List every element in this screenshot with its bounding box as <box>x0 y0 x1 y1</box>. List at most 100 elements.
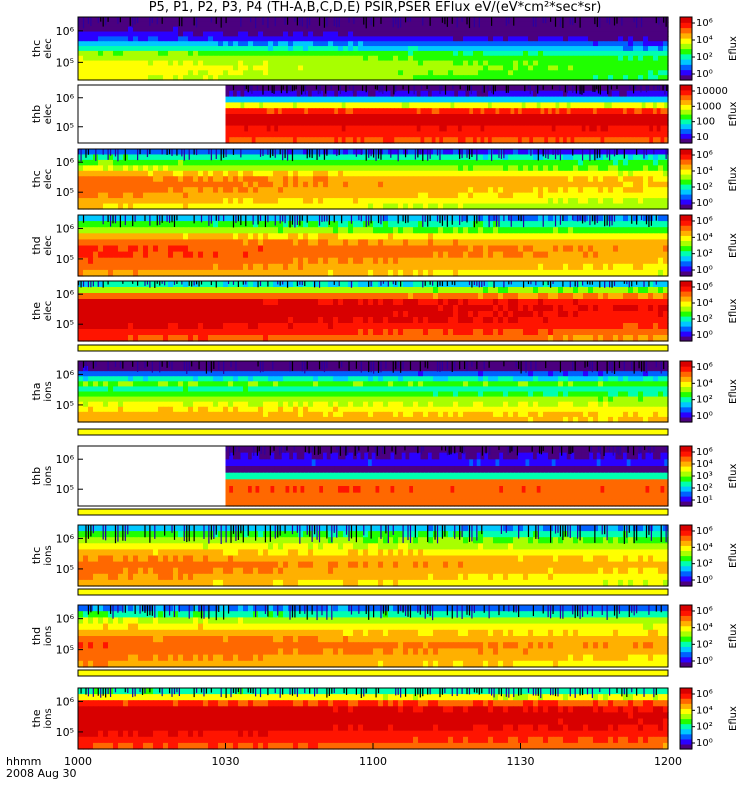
spectrogram-cell <box>658 65 664 71</box>
noise-stripe <box>468 17 471 29</box>
spectrogram-cell <box>583 239 589 247</box>
spectrogram-cell <box>178 165 184 172</box>
spectrogram-cell <box>373 227 379 234</box>
spectrogram-cell <box>345 90 350 98</box>
spectrogram-cell <box>611 85 617 92</box>
spectrogram-cell <box>559 119 564 127</box>
noise-stripe <box>579 17 581 28</box>
spectrogram-cell <box>203 26 209 33</box>
spectrogram-cell <box>418 55 424 62</box>
spectrogram-cell <box>88 154 94 161</box>
spectrogram-cell <box>363 36 369 42</box>
spectrogram-cell <box>663 198 669 205</box>
spectrogram-cell <box>634 108 639 115</box>
spectrogram-cell <box>113 50 119 57</box>
spectrogram-cell <box>626 96 632 103</box>
spectrogram-cell <box>538 239 544 247</box>
spectrogram-cell <box>645 131 650 138</box>
spectrogram-cell <box>558 41 564 47</box>
spectrogram-cell <box>113 187 119 194</box>
spectrogram-cell <box>238 26 244 33</box>
spectrogram-cell <box>488 170 494 177</box>
spectrogram-cell <box>403 181 409 188</box>
spectrogram-cell <box>416 119 422 127</box>
spectrogram-cell <box>544 125 549 132</box>
spectrogram-cell <box>398 65 404 71</box>
spectrogram-cell <box>388 21 394 28</box>
noise-stripe <box>353 17 355 24</box>
spectrogram-cell <box>258 239 264 247</box>
spectrogram-cell <box>188 36 194 42</box>
spectrogram-cell <box>198 221 204 228</box>
spectrogram-cell <box>228 233 234 240</box>
spectrogram-cell <box>413 187 419 194</box>
spectrogram-cell <box>98 165 104 172</box>
spectrogram-cell <box>583 65 589 71</box>
spectrogram-cell <box>523 70 529 76</box>
spectrogram-cell <box>619 102 624 109</box>
spectrogram-cell <box>283 203 289 210</box>
spectrogram-cell <box>581 90 587 98</box>
spectrogram-cell <box>288 165 294 172</box>
spectrogram-cell <box>266 137 272 144</box>
spectrogram-cell <box>148 21 154 28</box>
spectrogram-cell <box>480 108 485 115</box>
spectrogram-cell <box>433 149 439 156</box>
spectrogram-cell <box>393 149 399 156</box>
spectrogram-cell <box>508 46 514 52</box>
spectrogram-cell <box>573 75 579 81</box>
spectrogram-cell <box>533 102 538 109</box>
spectrogram-cell <box>368 165 374 172</box>
noise-stripe <box>524 85 526 92</box>
spectrogram-cell <box>523 75 529 81</box>
spectrogram-cell <box>103 176 109 183</box>
spectrogram-cell <box>118 75 124 81</box>
spectrogram-cell <box>263 75 269 81</box>
spectrogram-cell <box>603 70 609 76</box>
spectrogram-cell <box>633 36 639 42</box>
spectrogram-cell <box>278 75 284 81</box>
spectrogram-cell <box>645 96 650 103</box>
spectrogram-cell <box>648 17 654 23</box>
spectrogram-cell <box>458 176 464 183</box>
spectrogram-cell <box>343 221 349 228</box>
spectrogram-cell <box>243 159 249 166</box>
spectrogram-cell <box>258 55 264 62</box>
spectrogram-cell <box>293 198 299 205</box>
spectrogram-cell <box>478 26 484 33</box>
spectrogram-cell <box>281 90 287 98</box>
spectrogram-cell <box>568 203 574 210</box>
spectrogram-cell <box>458 108 463 115</box>
spectrogram-cell <box>613 176 619 183</box>
spectrogram-cell <box>283 65 289 71</box>
spectrogram-cell <box>288 154 294 161</box>
spectrogram-cell <box>488 149 494 156</box>
spectrogram-cell <box>618 203 624 210</box>
spectrogram-cell <box>243 154 249 161</box>
spectrogram-cell <box>283 198 289 205</box>
spectrogram-cell <box>615 108 620 115</box>
spectrogram-cell <box>113 154 119 161</box>
spectrogram-cell <box>349 90 354 98</box>
spectrogram-cell <box>173 187 179 194</box>
spectrogram-cell <box>313 170 319 177</box>
spectrogram-cell <box>563 26 569 33</box>
spectrogram-cell <box>648 187 654 194</box>
spectrogram-cell <box>528 227 534 234</box>
spectrogram-cell <box>413 176 419 183</box>
noise-stripe <box>439 149 441 161</box>
spectrogram-cell <box>498 154 504 161</box>
spectrogram-cell <box>420 102 425 109</box>
spectrogram-cell <box>240 125 245 132</box>
spectrogram-cell <box>233 85 238 92</box>
noise-stripe <box>647 85 649 91</box>
spectrogram-cell <box>323 17 329 23</box>
spectrogram-cell <box>243 50 249 57</box>
spectrogram-cell <box>598 154 604 161</box>
spectrogram-cell <box>588 176 594 183</box>
colorbar-segment <box>680 189 692 195</box>
noise-stripe <box>623 149 625 159</box>
noise-stripe <box>596 85 598 90</box>
noise-stripe <box>658 17 660 25</box>
spectrogram-cell <box>353 46 359 52</box>
